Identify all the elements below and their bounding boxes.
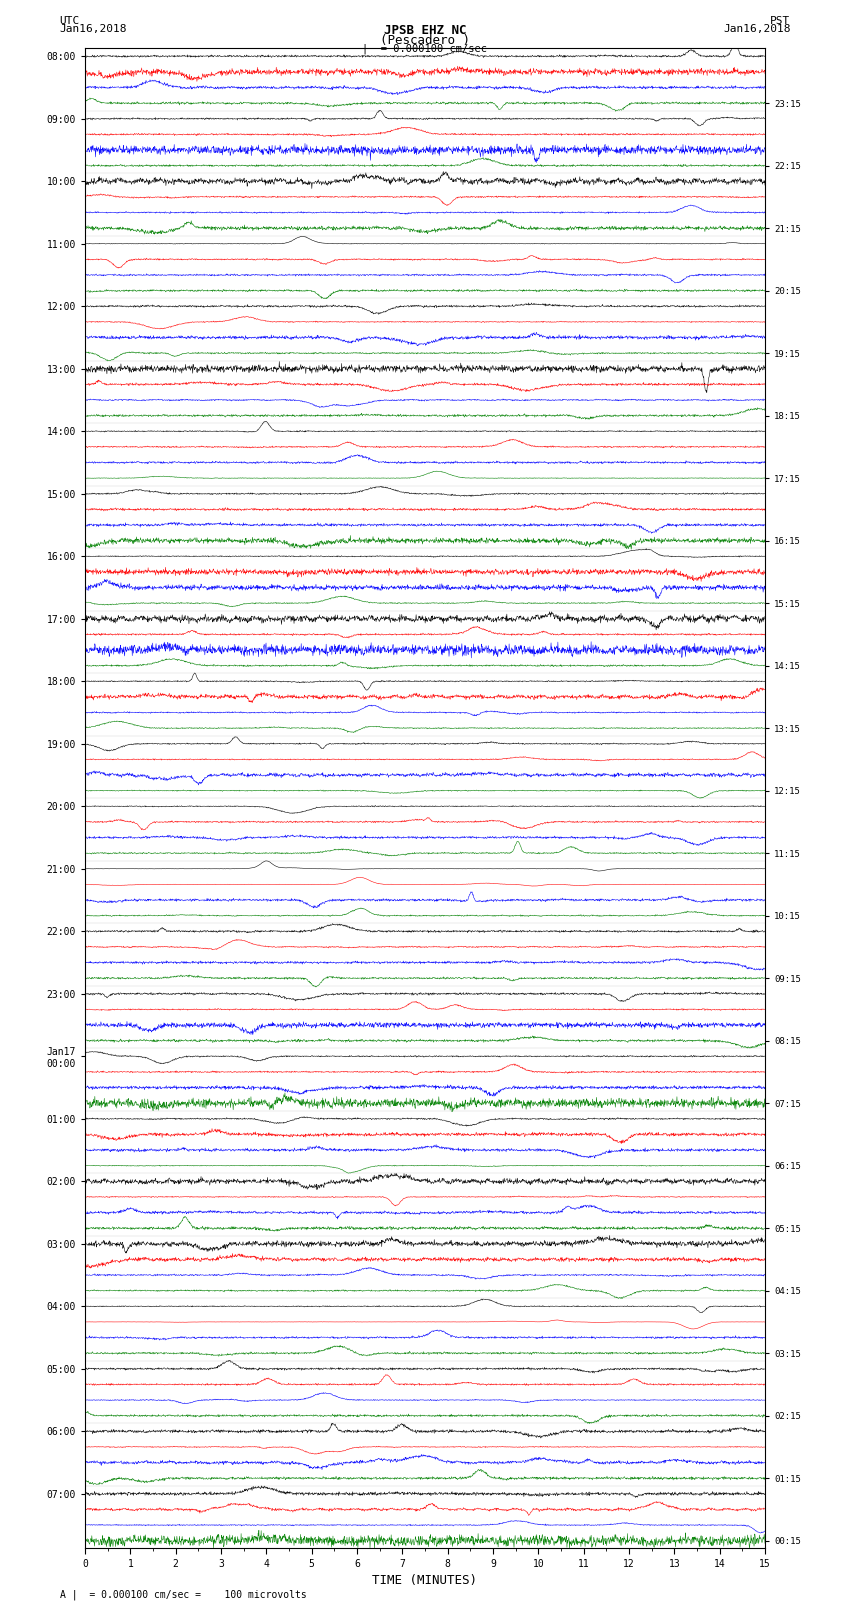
Text: PST: PST bbox=[770, 16, 790, 26]
Text: |  = 0.000100 cm/sec: | = 0.000100 cm/sec bbox=[362, 44, 488, 55]
Text: A |  = 0.000100 cm/sec =    100 microvolts: A | = 0.000100 cm/sec = 100 microvolts bbox=[60, 1589, 306, 1600]
Text: Jan16,2018: Jan16,2018 bbox=[60, 24, 127, 34]
Text: (Pescadero ): (Pescadero ) bbox=[380, 34, 470, 47]
X-axis label: TIME (MINUTES): TIME (MINUTES) bbox=[372, 1574, 478, 1587]
Text: JPSB EHZ NC: JPSB EHZ NC bbox=[383, 24, 467, 37]
Text: UTC: UTC bbox=[60, 16, 80, 26]
Text: Jan16,2018: Jan16,2018 bbox=[723, 24, 791, 34]
